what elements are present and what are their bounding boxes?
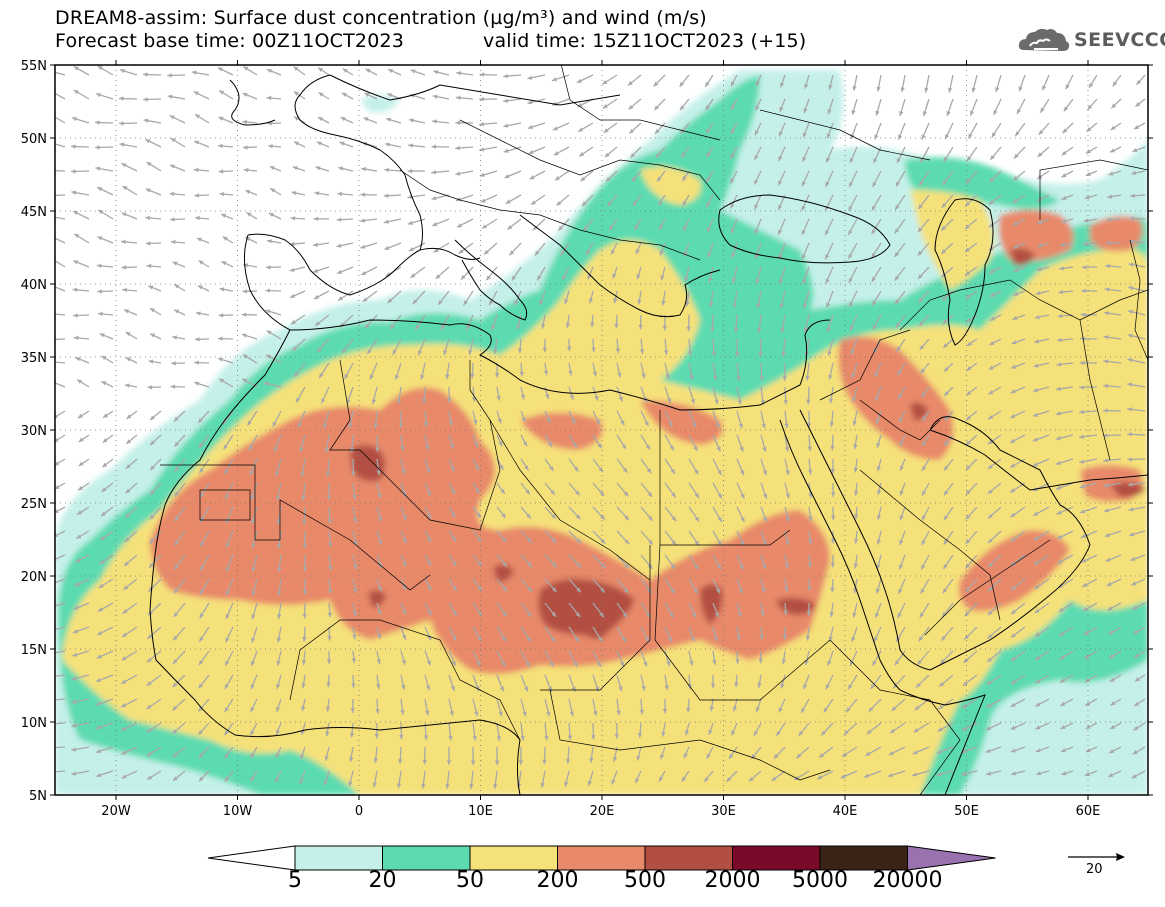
lon-label: 0 (355, 804, 363, 819)
lon-label: 30E (711, 804, 736, 819)
base-time: Forecast base time: 00Z11OCT2023 (55, 30, 405, 52)
colorbar-segment (644, 845, 733, 871)
logo-text: SEEVCCC (1074, 29, 1165, 51)
colorbar-label: 2000 (704, 868, 761, 893)
colorbar-segment (294, 845, 383, 871)
colorbar-label: 50 (456, 868, 484, 893)
lat-label: 20N (21, 570, 47, 585)
colorbar (207, 845, 996, 871)
colorbar-segment (819, 845, 908, 871)
colorbar-label: 20 (368, 868, 397, 893)
wind-vectors (55, 65, 1146, 795)
lon-label: 50E (954, 804, 979, 819)
lon-label: 60E (1076, 804, 1101, 819)
lat-label: 30N (21, 424, 47, 439)
lat-label: 15N (21, 643, 47, 658)
lat-label: 10N (21, 716, 47, 731)
colorbar-high-triangle (907, 845, 996, 871)
colorbar-label: 20000 (872, 868, 943, 893)
colorbar-label: 5000 (792, 868, 848, 893)
lon-label: 20E (590, 804, 615, 819)
wind-reference-value: 20 (1086, 862, 1103, 877)
lat-label: 35N (21, 351, 47, 366)
country-borders (160, 65, 1148, 795)
lon-label: 20W (101, 804, 131, 819)
cloud-logo-icon (1018, 28, 1070, 51)
forecast-times: Forecast base time: 00Z11OCT2023 valid ti… (55, 30, 806, 52)
lat-label: 40N (21, 278, 47, 293)
coastlines (149, 74, 1148, 795)
valid-time: valid time: 15Z11OCT2023 (+15) (483, 30, 807, 52)
colorbar-segment (557, 845, 646, 871)
colorbar-segment (732, 845, 821, 871)
colorbar-label: 5 (288, 868, 302, 893)
lat-label: 25N (21, 497, 47, 512)
colorbar-segment (469, 845, 558, 871)
lat-label: 50N (21, 132, 47, 147)
colorbar-label: 500 (624, 868, 666, 893)
lon-label: 10E (468, 804, 493, 819)
latitude-labels: 55N 50N 45N 40N 35N 30N 25N 20N 15N 10N 5N (21, 59, 47, 804)
longitude-labels: 20W 10W 0 10E 20E 30E 40E 50E 60E (101, 804, 1100, 819)
lat-label: 55N (21, 59, 47, 74)
lat-label: 45N (21, 205, 47, 220)
lon-label: 40E (833, 804, 858, 819)
colorbar-segment (382, 845, 471, 871)
colorbar-low-triangle (207, 845, 296, 871)
lat-lon-grid (55, 65, 1148, 795)
lon-label: 10W (223, 804, 253, 819)
lat-label: 5N (29, 789, 47, 804)
map-title: DREAM8-assim: Surface dust concentration… (55, 7, 707, 29)
axis-ticks (50, 60, 1153, 800)
arrow-right-icon (1068, 853, 1125, 861)
colorbar-label: 200 (536, 868, 579, 893)
seevccc-logo: SEEVCCC (1016, 24, 1165, 58)
